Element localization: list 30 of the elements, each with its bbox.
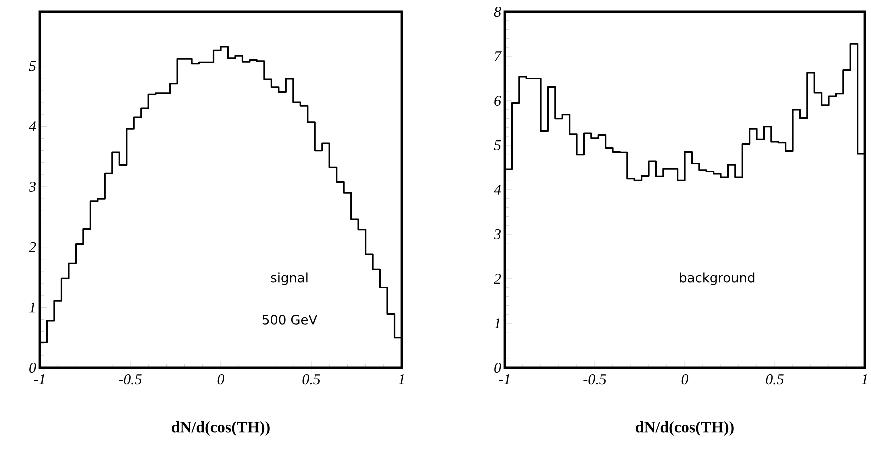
x-tick-label: -1 [499, 374, 510, 384]
y-tick-label: 6 [494, 96, 502, 106]
annotation: background [680, 272, 755, 286]
y-tick-label: 8 [494, 6, 502, 18]
x-tick-label: 1 [398, 374, 404, 384]
x-tick-label: 0 [218, 374, 225, 385]
y-tick-label: 1 [30, 302, 35, 313]
y-tick-label: 0 [494, 362, 502, 374]
y-tick-label: 2 [494, 274, 502, 284]
x-tick-label: 0.5 [302, 374, 320, 385]
y-tick-label: 4 [494, 185, 502, 195]
x-tick-label: -0.5 [584, 374, 606, 385]
y-tick-label: 2 [29, 242, 36, 252]
y-tick-label: 5 [494, 140, 502, 150]
y-tick-label: 3 [494, 229, 501, 240]
y-tick-label: 5 [29, 61, 36, 72]
annotation: 500 GeV [262, 315, 318, 325]
x-tick-label: 1 [862, 374, 868, 384]
y-tick-label: 4 [29, 122, 36, 132]
x-tick-label: -0.5 [119, 374, 142, 385]
x-tick-label: -1 [34, 374, 45, 384]
x-tick-label: 0 [682, 374, 689, 385]
y-tick-label: 7 [494, 52, 502, 62]
y-tick-label: 1 [494, 318, 500, 328]
x-axis-title: dN/d(cos(TH)) [172, 422, 270, 436]
y-tick-label: 3 [28, 182, 36, 192]
y-tick-label: 0 [30, 362, 36, 374]
annotation: signal [271, 272, 308, 286]
x-axis-title: dN/d(cos(TH)) [636, 422, 734, 436]
x-tick-label: 0.5 [766, 374, 784, 385]
